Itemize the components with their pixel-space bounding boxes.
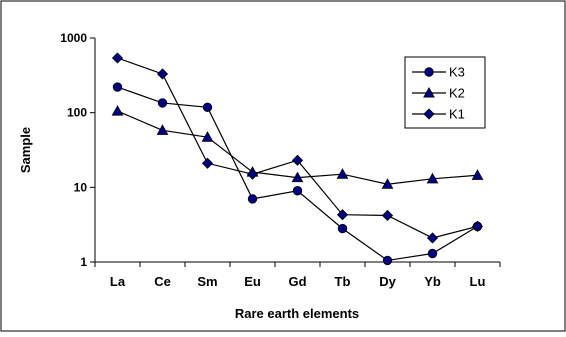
data-point [291, 171, 304, 183]
data-point [381, 178, 394, 189]
data-point [156, 124, 169, 135]
x-axis-label: Rare earth elements [235, 306, 359, 321]
legend-item: K3 [412, 65, 465, 80]
x-tick-label: Dy [379, 274, 396, 289]
x-tick-label: La [110, 274, 126, 289]
data-point [202, 102, 213, 112]
data-point [111, 105, 124, 116]
data-point [291, 154, 304, 166]
data-point [247, 194, 258, 204]
data-point [246, 168, 259, 180]
data-point [292, 186, 303, 196]
x-tick-label: Tb [335, 274, 351, 289]
data-point [112, 82, 123, 92]
data-point [382, 255, 393, 266]
data-point [336, 168, 349, 179]
y-tick-label: 1 [80, 255, 87, 269]
legend-item: K2 [412, 86, 465, 101]
data-point [201, 131, 214, 142]
legend-label: K1 [449, 107, 465, 122]
legend-marker [423, 86, 435, 98]
x-tick-label: Sm [197, 274, 217, 289]
x-tick-label: Eu [244, 274, 261, 289]
data-point [426, 172, 439, 184]
x-tick-label: Yb [424, 274, 441, 289]
data-point [471, 169, 484, 180]
y-axis-label: Sample [18, 127, 33, 173]
data-point [381, 209, 394, 222]
legend-label: K2 [449, 86, 465, 101]
series-layer [111, 52, 484, 266]
data-point [336, 209, 349, 221]
y-tick-label: 10 [74, 180, 88, 194]
series-k2 [111, 105, 484, 189]
data-point [427, 248, 438, 259]
x-tick-label: Ce [154, 274, 171, 289]
legend-label: K3 [449, 65, 465, 80]
data-point [201, 157, 214, 169]
data-point [426, 232, 439, 244]
legend-item: K1 [412, 107, 465, 122]
y-tick-label: 1000 [60, 31, 87, 45]
series-k1 [111, 52, 484, 244]
x-tick-label: Gd [288, 274, 306, 289]
data-point [156, 68, 169, 80]
legend: K3 K2 K1 [404, 56, 486, 129]
y-ticks: 1 10 100 1000 [60, 31, 95, 269]
y-tick-label: 100 [67, 106, 87, 120]
x-ticks: La Ce Sm Eu Gd Tb Dy Yb Lu [94, 262, 501, 289]
legend-marker [424, 67, 434, 77]
data-point [157, 98, 168, 108]
data-point [337, 223, 348, 234]
x-tick-label: Lu [470, 274, 486, 289]
data-point [111, 52, 124, 64]
legend-marker [423, 108, 435, 120]
data-point [471, 220, 484, 232]
